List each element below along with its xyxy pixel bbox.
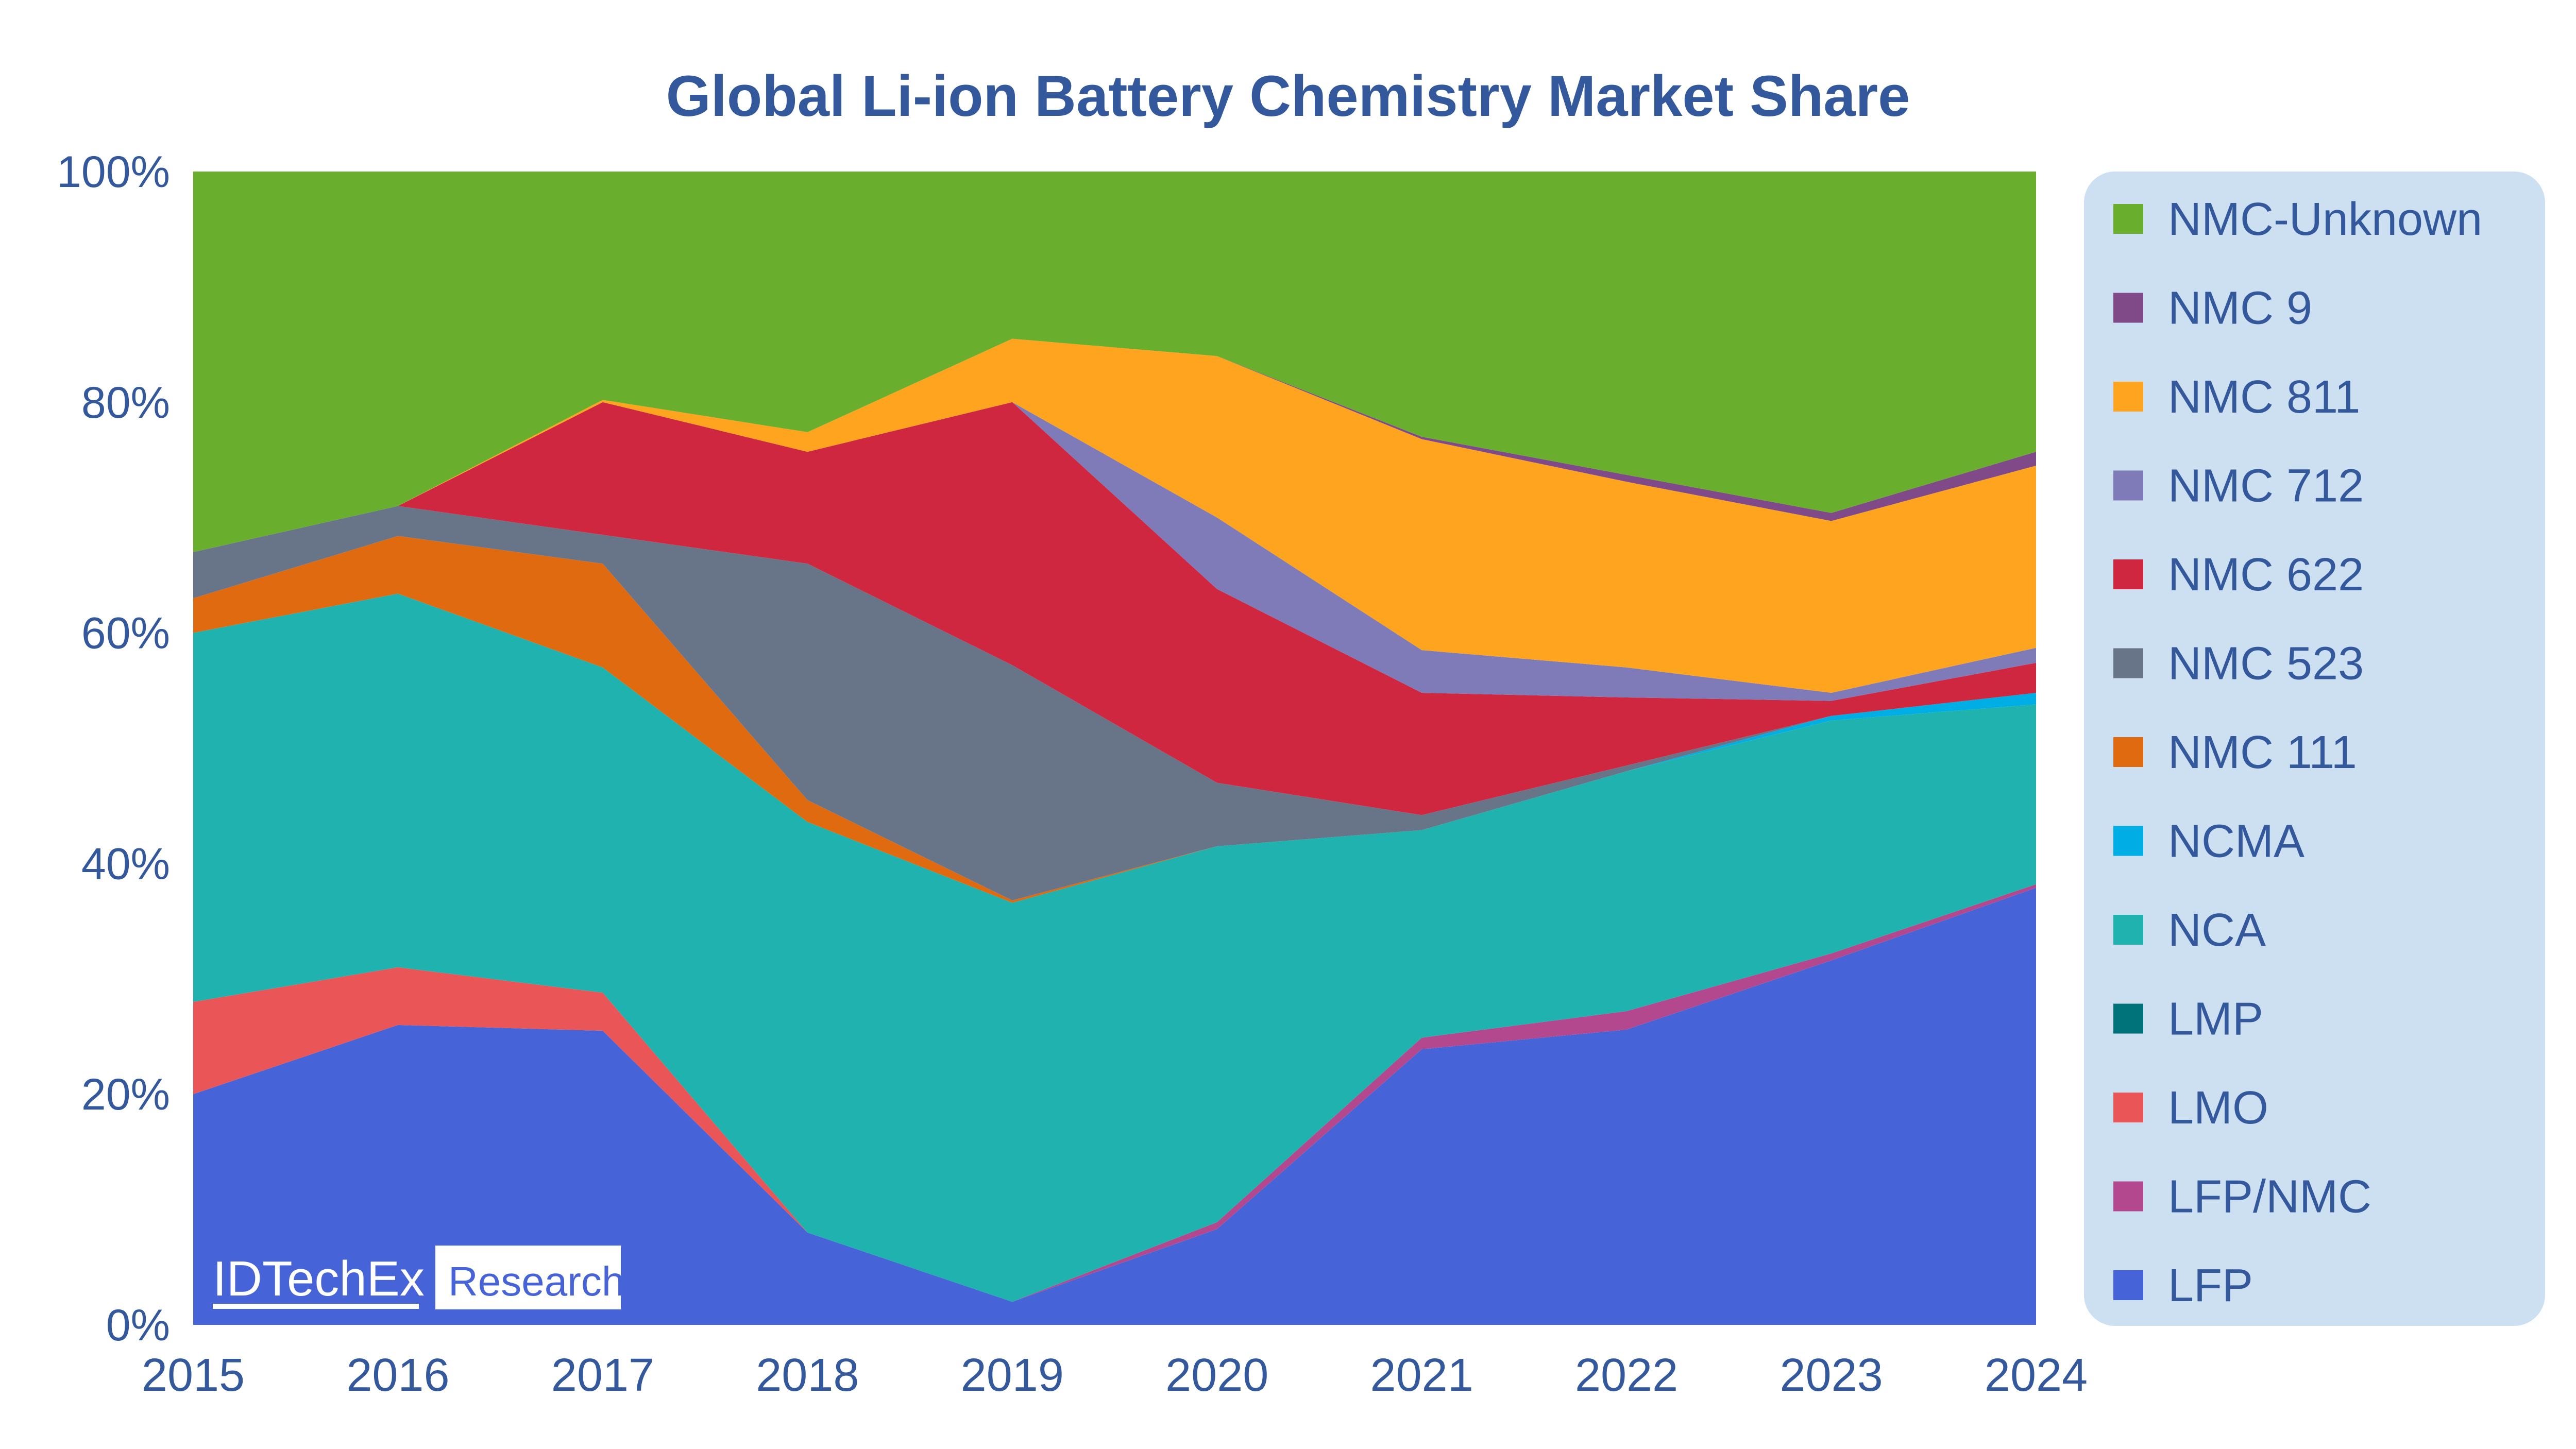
y-tick-label: 60%	[81, 609, 170, 658]
x-tick-label: 2019	[961, 1350, 1064, 1401]
logo-tag-box	[435, 1246, 621, 1309]
legend-item: NMC 111	[2113, 727, 2357, 778]
legend-label: LFP/NMC	[2168, 1171, 2371, 1223]
legend-item: NCA	[2113, 905, 2266, 956]
area-series-group	[193, 172, 2036, 1325]
legend-item: NMC 811	[2113, 371, 2360, 423]
legend-label: LMP	[2168, 994, 2263, 1045]
x-tick-label: 2015	[142, 1350, 245, 1401]
x-tick-label: 2017	[551, 1350, 654, 1401]
x-tick-label: 2023	[1780, 1350, 1883, 1401]
legend-item: NMC-Unknown	[2113, 194, 2482, 245]
legend-box	[2084, 172, 2545, 1326]
x-tick-label: 2018	[756, 1350, 859, 1401]
area-nmc-523	[193, 506, 2036, 901]
area-nmc-811	[193, 338, 2036, 693]
legend-swatch	[2113, 1003, 2143, 1034]
area-lfp	[193, 888, 2036, 1325]
legend-label: NMC 111	[2168, 727, 2357, 778]
x-tick-label: 2021	[1370, 1350, 1473, 1401]
legend-label: LMO	[2168, 1082, 2268, 1134]
legend-swatch	[2113, 293, 2143, 323]
legend-swatch	[2113, 1270, 2143, 1300]
legend-swatch	[2113, 826, 2143, 856]
x-tick-label: 2020	[1165, 1350, 1268, 1401]
area-nca	[193, 593, 2036, 1302]
legend-item: NCMA	[2113, 816, 2304, 867]
legend-swatch	[2113, 915, 2143, 945]
legend-swatch	[2113, 1093, 2143, 1122]
legend: NMC-Unknown NMC 9 NMC 811 NMC 712 NMC 622 NMC…	[2113, 194, 2482, 1311]
y-tick-label: 0%	[106, 1301, 170, 1350]
area-nmc-111	[193, 536, 2036, 903]
legend-swatch	[2113, 204, 2143, 234]
logo-underline	[213, 1304, 419, 1309]
legend-item: LMO	[2113, 1082, 2268, 1134]
legend-swatch	[2113, 382, 2143, 412]
legend-label: NCMA	[2168, 816, 2304, 867]
y-tick-label: 80%	[81, 378, 170, 428]
legend-item: NMC 9	[2113, 283, 2312, 334]
legend-item: LFP	[2113, 1260, 2253, 1311]
x-tick-label: 2016	[346, 1350, 449, 1401]
legend-label: LFP	[2168, 1260, 2253, 1311]
x-tick-label: 2024	[1985, 1350, 2088, 1401]
legend-item: NMC 622	[2113, 549, 2364, 601]
area-nmc-622	[193, 402, 2036, 815]
legend-label: NMC-Unknown	[2168, 194, 2482, 245]
legend-item: NMC 523	[2113, 638, 2364, 690]
legend-item: NMC 712	[2113, 461, 2364, 512]
area-nmc-712	[193, 402, 2036, 701]
x-tick-label: 2022	[1575, 1350, 1678, 1401]
x-axis-ticks: 2015 2016 2017 2018 2019 2020 2021 2022 2023 2024	[142, 1350, 2088, 1401]
legend-swatch	[2113, 648, 2143, 678]
logo-brand: IDTechEx	[213, 1251, 425, 1306]
legend-swatch	[2113, 470, 2143, 501]
logo-tag: Research	[448, 1258, 624, 1304]
legend-swatch	[2113, 737, 2143, 767]
chart-title: Global Li-ion Battery Chemistry Market S…	[666, 64, 1910, 128]
legend-label: NMC 811	[2168, 371, 2360, 423]
legend-label: NMC 622	[2168, 549, 2364, 601]
y-tick-label: 100%	[57, 147, 170, 197]
legend-swatch	[2113, 559, 2143, 589]
legend-item: LMP	[2113, 994, 2263, 1045]
legend-item: LFP/NMC	[2113, 1171, 2371, 1223]
legend-label: NMC 712	[2168, 461, 2364, 512]
legend-label: NMC 523	[2168, 638, 2364, 690]
y-tick-label: 40%	[81, 839, 170, 889]
y-tick-label: 20%	[81, 1070, 170, 1119]
idtechex-logo: IDTechEx Research	[213, 1246, 624, 1309]
legend-label: NCA	[2168, 905, 2266, 956]
y-axis-ticks: 0% 20% 40% 60% 80% 100%	[57, 147, 170, 1350]
legend-swatch	[2113, 1181, 2143, 1212]
area-nmc-unknown	[193, 172, 2036, 552]
legend-label: NMC 9	[2168, 283, 2312, 334]
